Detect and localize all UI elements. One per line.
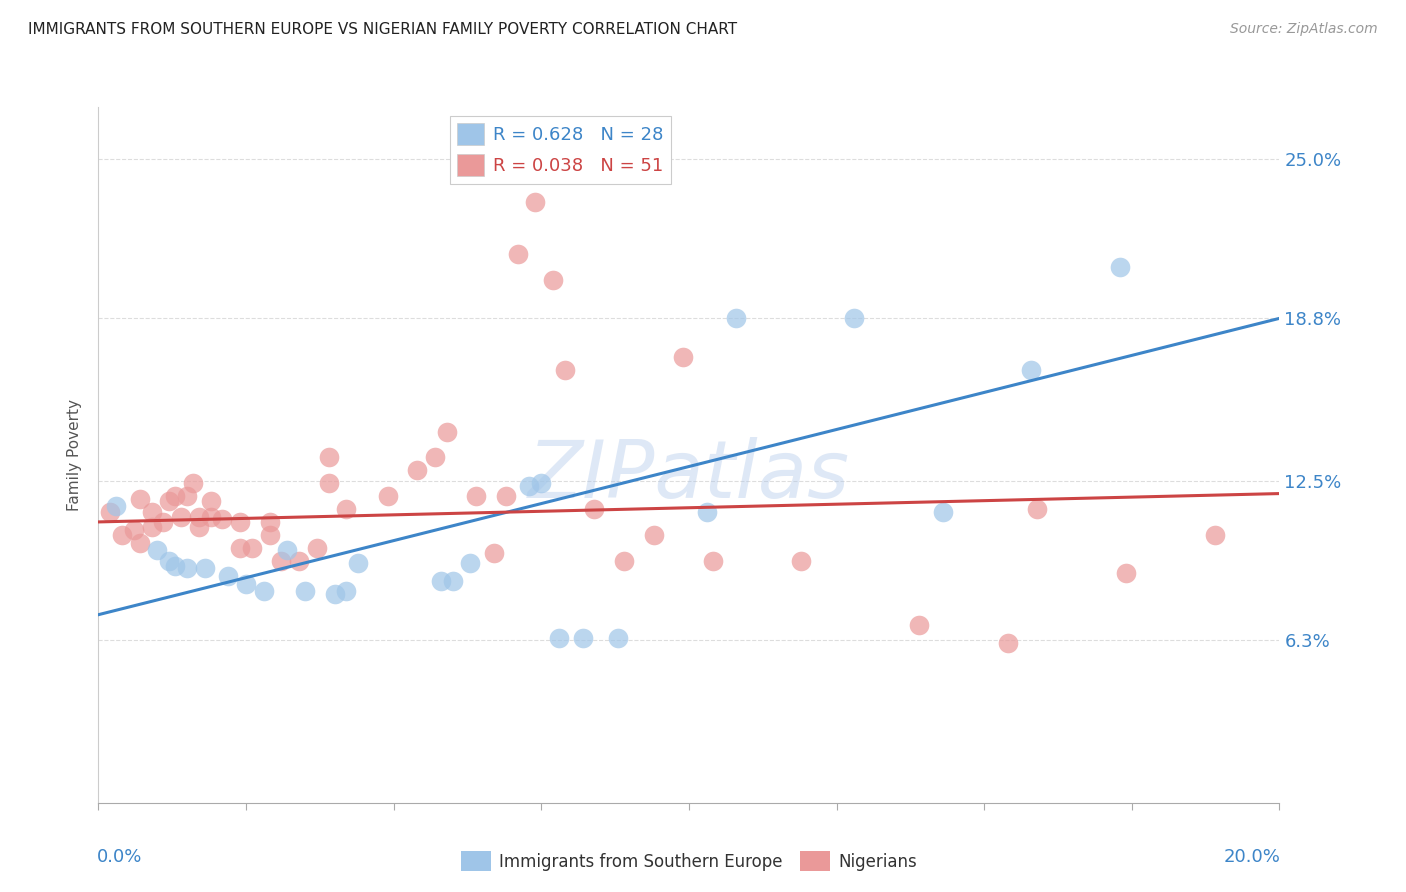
Point (200, 509, 222, 524)
Point (554, 363, 576, 377)
Point (436, 425, 458, 439)
Point (790, 553, 813, 567)
Point (613, 553, 636, 567)
Point (696, 505, 718, 519)
Point (318, 476, 340, 491)
Point (318, 450, 340, 465)
Point (725, 311, 748, 326)
Point (157, 553, 180, 567)
Y-axis label: Family Poverty: Family Poverty (67, 399, 83, 511)
Point (165, 558, 187, 573)
Point (270, 553, 292, 567)
Point (1109, 260, 1132, 274)
Point (997, 636, 1019, 650)
Point (235, 576, 257, 591)
Point (643, 528, 665, 542)
Point (430, 574, 453, 589)
Point (187, 520, 209, 534)
Point (482, 546, 505, 560)
Point (423, 450, 446, 465)
Point (294, 584, 316, 599)
Point (141, 520, 163, 534)
Point (165, 489, 187, 503)
Point (259, 528, 281, 542)
Point (128, 491, 150, 506)
Point (377, 489, 399, 503)
Point (98, 505, 121, 519)
Point (571, 631, 593, 645)
Point (548, 631, 571, 645)
Point (335, 502, 357, 516)
Point (1204, 528, 1226, 542)
Point (1021, 363, 1043, 377)
Point (672, 350, 695, 364)
Point (141, 505, 163, 519)
Point (259, 515, 281, 529)
Point (702, 553, 724, 567)
Point (323, 587, 346, 601)
Point (844, 311, 866, 326)
Point (932, 505, 955, 519)
Point (1026, 502, 1049, 516)
Point (583, 502, 606, 516)
Point (157, 494, 180, 508)
Point (217, 569, 239, 583)
Point (111, 528, 134, 542)
Point (406, 463, 429, 477)
Point (128, 535, 150, 549)
Point (176, 489, 198, 503)
Point (170, 509, 193, 524)
Point (229, 515, 252, 529)
Point (187, 509, 209, 524)
Point (1115, 566, 1137, 581)
Text: 20.0%: 20.0% (1223, 848, 1281, 866)
Point (460, 556, 482, 570)
Point (305, 541, 328, 555)
Point (211, 512, 233, 526)
Point (181, 476, 204, 491)
Point (335, 584, 357, 599)
Point (176, 561, 198, 575)
Point (506, 247, 529, 261)
Point (441, 574, 464, 589)
Point (276, 543, 298, 558)
Point (908, 618, 931, 632)
Point (530, 476, 553, 491)
Text: ZIPatlas: ZIPatlas (527, 437, 851, 515)
Point (200, 494, 222, 508)
Legend: R = 0.628   N = 28, R = 0.038   N = 51: R = 0.628 N = 28, R = 0.038 N = 51 (450, 116, 671, 184)
Point (194, 561, 217, 575)
Point (240, 541, 263, 555)
Point (152, 515, 174, 529)
Point (288, 553, 311, 567)
Point (105, 500, 128, 514)
Text: IMMIGRANTS FROM SOUTHERN EUROPE VS NIGERIAN FAMILY POVERTY CORRELATION CHART: IMMIGRANTS FROM SOUTHERN EUROPE VS NIGER… (28, 22, 737, 37)
Point (607, 631, 630, 645)
Text: 0.0%: 0.0% (97, 848, 142, 866)
Point (524, 195, 547, 210)
Point (541, 273, 564, 287)
Point (495, 489, 517, 503)
Point (253, 584, 276, 599)
Point (465, 489, 488, 503)
Point (146, 543, 169, 558)
Point (347, 556, 370, 570)
Text: Source: ZipAtlas.com: Source: ZipAtlas.com (1230, 22, 1378, 37)
Point (122, 523, 145, 537)
Point (519, 479, 541, 493)
Point (229, 541, 252, 555)
